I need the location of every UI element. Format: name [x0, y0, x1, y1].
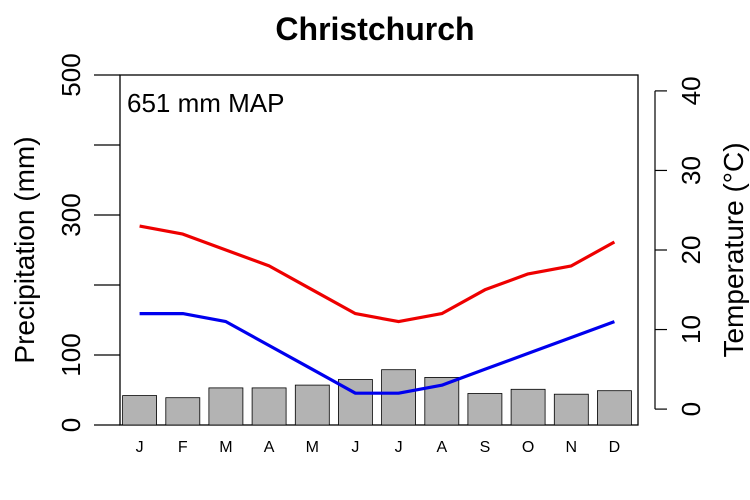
- month-label: D: [609, 439, 621, 456]
- temperature-tick-label: 10: [676, 315, 706, 344]
- month-label: M: [219, 439, 232, 456]
- temperature-axis: 0 10 20 30 40: [654, 76, 706, 416]
- precip-bar: [553, 393, 589, 426]
- precip-bar: [381, 369, 417, 426]
- precip-tick-label: 500: [56, 53, 86, 96]
- month-label: F: [178, 439, 188, 456]
- plot-frame: [119, 74, 639, 426]
- month-label: A: [264, 439, 275, 456]
- temperature-tick-label: 40: [676, 76, 706, 105]
- precip-bar: [165, 397, 201, 426]
- precip-bar: [294, 384, 330, 426]
- temperature-axis-label: Temperature (°C): [718, 142, 749, 357]
- precip-tick-label: 0: [56, 418, 86, 432]
- month-label: O: [522, 439, 534, 456]
- max-temperature-line: [139, 224, 616, 324]
- month-label: J: [351, 439, 359, 456]
- temperature-tick-label: 30: [676, 156, 706, 185]
- min-temperature-line: [139, 312, 615, 395]
- chart-title: Christchurch: [275, 11, 474, 47]
- precip-tick-label: 100: [56, 333, 86, 376]
- month-label: J: [136, 439, 144, 456]
- precip-bar: [597, 390, 632, 426]
- precip-bar: [510, 388, 546, 426]
- precipitation-axis: 0 100 300 500: [56, 53, 120, 432]
- month-label: S: [480, 439, 491, 456]
- precip-bar: [467, 393, 503, 426]
- precip-bar: [122, 395, 157, 426]
- month-label: M: [306, 439, 319, 456]
- month-label: A: [436, 439, 447, 456]
- precipitation-axis-label: Precipitation (mm): [9, 136, 40, 363]
- precip-bar: [251, 387, 287, 426]
- month-label: J: [395, 439, 403, 456]
- temperature-lines: [139, 224, 616, 395]
- temperature-tick-label: 0: [676, 402, 706, 416]
- precip-bar: [208, 387, 244, 426]
- temperature-tick-label: 20: [676, 236, 706, 265]
- precipitation-bars: [122, 369, 632, 426]
- month-label: N: [566, 439, 578, 456]
- map-annotation: 651 mm MAP: [127, 88, 285, 118]
- precip-tick-label: 300: [56, 193, 86, 236]
